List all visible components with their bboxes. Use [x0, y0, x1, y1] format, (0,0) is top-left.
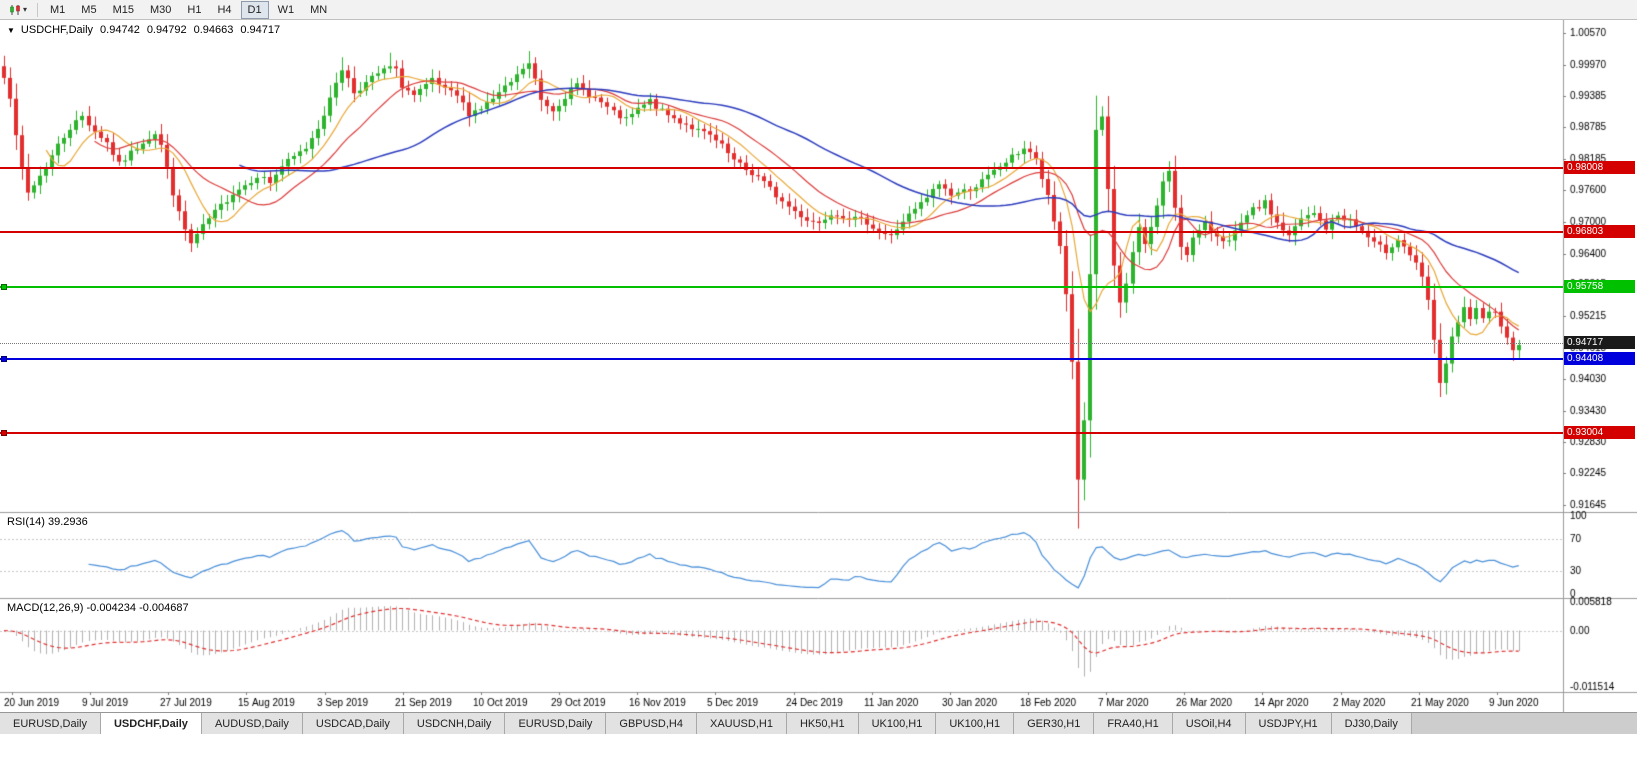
chart-tab-hk50-h1[interactable]: HK50,H1 — [786, 713, 859, 734]
timeframe-button-d1[interactable]: D1 — [240, 0, 269, 19]
line-drag-handle[interactable] — [1, 284, 7, 290]
timeframe-button-h4[interactable]: H4 — [210, 1, 238, 19]
timeframe-button-m15[interactable]: M15 — [106, 1, 141, 19]
chart-type-menu[interactable]: ▾ — [3, 4, 33, 16]
timeframe-button-m1[interactable]: M1 — [43, 1, 72, 19]
timeframe-button-m5[interactable]: M5 — [74, 1, 103, 19]
chart-tab-usdjpy-h1[interactable]: USDJPY,H1 — [1245, 713, 1332, 734]
top-toolbar: ▾ M1 M5 M15 M30 H1 H4 D1 W1 MN — [0, 0, 1637, 20]
chart-tab-usdcad-daily[interactable]: USDCAD,Daily — [302, 713, 404, 734]
line-drag-handle[interactable] — [1, 356, 7, 362]
empty-area — [0, 734, 1637, 766]
chart-tab-fra40-h1[interactable]: FRA40,H1 — [1094, 713, 1173, 734]
horizontal-level-line-0.96803[interactable] — [0, 231, 1563, 233]
horizontal-level-line-0.94408[interactable] — [0, 358, 1563, 360]
chart-tab-usdcnh-daily[interactable]: USDCNH,Daily — [403, 713, 506, 734]
chart-tab-uk100-h1[interactable]: UK100,H1 — [936, 713, 1015, 734]
horizontal-level-line-0.98008[interactable] — [0, 167, 1563, 169]
chart-area: ▼ USDCHF,Daily 0.94742 0.94792 0.94663 0… — [0, 20, 1637, 712]
chart-tab-audusd-daily[interactable]: AUDUSD,Daily — [201, 713, 303, 734]
chart-tab-usoil-h4[interactable]: USOil,H4 — [1172, 713, 1246, 734]
chart-tab-gbpusd-h4[interactable]: GBPUSD,H4 — [606, 713, 697, 734]
timeframe-button-m30[interactable]: M30 — [143, 1, 178, 19]
chart-tab-eurusd-daily[interactable]: EURUSD,Daily — [0, 713, 101, 734]
chart-tab-usdchf-daily[interactable]: USDCHF,Daily — [99, 713, 202, 734]
timeframe-group: M1 M5 M15 M30 H1 H4 D1 W1 MN — [42, 0, 335, 19]
timeframe-button-w1[interactable]: W1 — [271, 1, 302, 19]
chart-tab-xauusd-h1[interactable]: XAUUSD,H1 — [696, 713, 787, 734]
chart-tab-dj30-daily[interactable]: DJ30,Daily — [1331, 713, 1412, 734]
chart-tab-bar: EURUSD,Daily USDCHF,Daily AUDUSD,Daily USDC… — [0, 712, 1637, 734]
toolbar-separator — [37, 2, 39, 17]
chevron-down-icon: ▾ — [23, 5, 28, 14]
horizontal-level-line-0.95758[interactable] — [0, 286, 1563, 288]
chart-tab-ger30-h1[interactable]: GER30,H1 — [1014, 713, 1095, 734]
timeframe-button-h1[interactable]: H1 — [180, 1, 208, 19]
chart-tab-uk100-h1[interactable]: UK100,H1 — [858, 713, 937, 734]
horizontal-level-line-0.93004[interactable] — [0, 432, 1563, 434]
chart-tab-eurusd-daily[interactable]: EURUSD,Daily — [505, 713, 607, 734]
price-chart-canvas[interactable] — [0, 20, 1637, 712]
timeframe-button-mn[interactable]: MN — [303, 1, 334, 19]
candlestick-chart-icon — [10, 4, 20, 15]
line-drag-handle[interactable] — [1, 430, 7, 436]
